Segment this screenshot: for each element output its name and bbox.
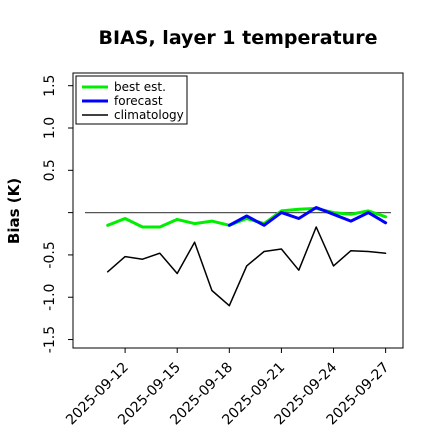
y-tick-label: -1.0 <box>42 284 58 311</box>
plot-frame <box>72 72 404 349</box>
y-tick-label: -0.5 <box>42 241 58 268</box>
y-tick-label: 1.5 <box>42 75 58 97</box>
y-tick-label: -1.5 <box>42 326 58 353</box>
legend-box <box>75 75 188 125</box>
legend-label-best-est: best est. <box>114 80 166 94</box>
y-tick-label: 0.5 <box>42 159 58 181</box>
y-axis-label: Bias (K) <box>5 178 23 244</box>
chart-title: BIAS, layer 1 temperature <box>99 27 378 49</box>
series-line-climatology <box>106 226 387 307</box>
y-tick-label: 1.0 <box>42 117 58 139</box>
legend-label-climatology: climatology <box>114 108 184 122</box>
series-line-best-est <box>106 206 388 229</box>
legend-label-forecast: forecast <box>114 94 163 108</box>
series-line-forecast <box>227 206 388 227</box>
plot-area: -1.5-1.0-0.50.51.01.52025-09-122025-09-1… <box>42 72 404 428</box>
